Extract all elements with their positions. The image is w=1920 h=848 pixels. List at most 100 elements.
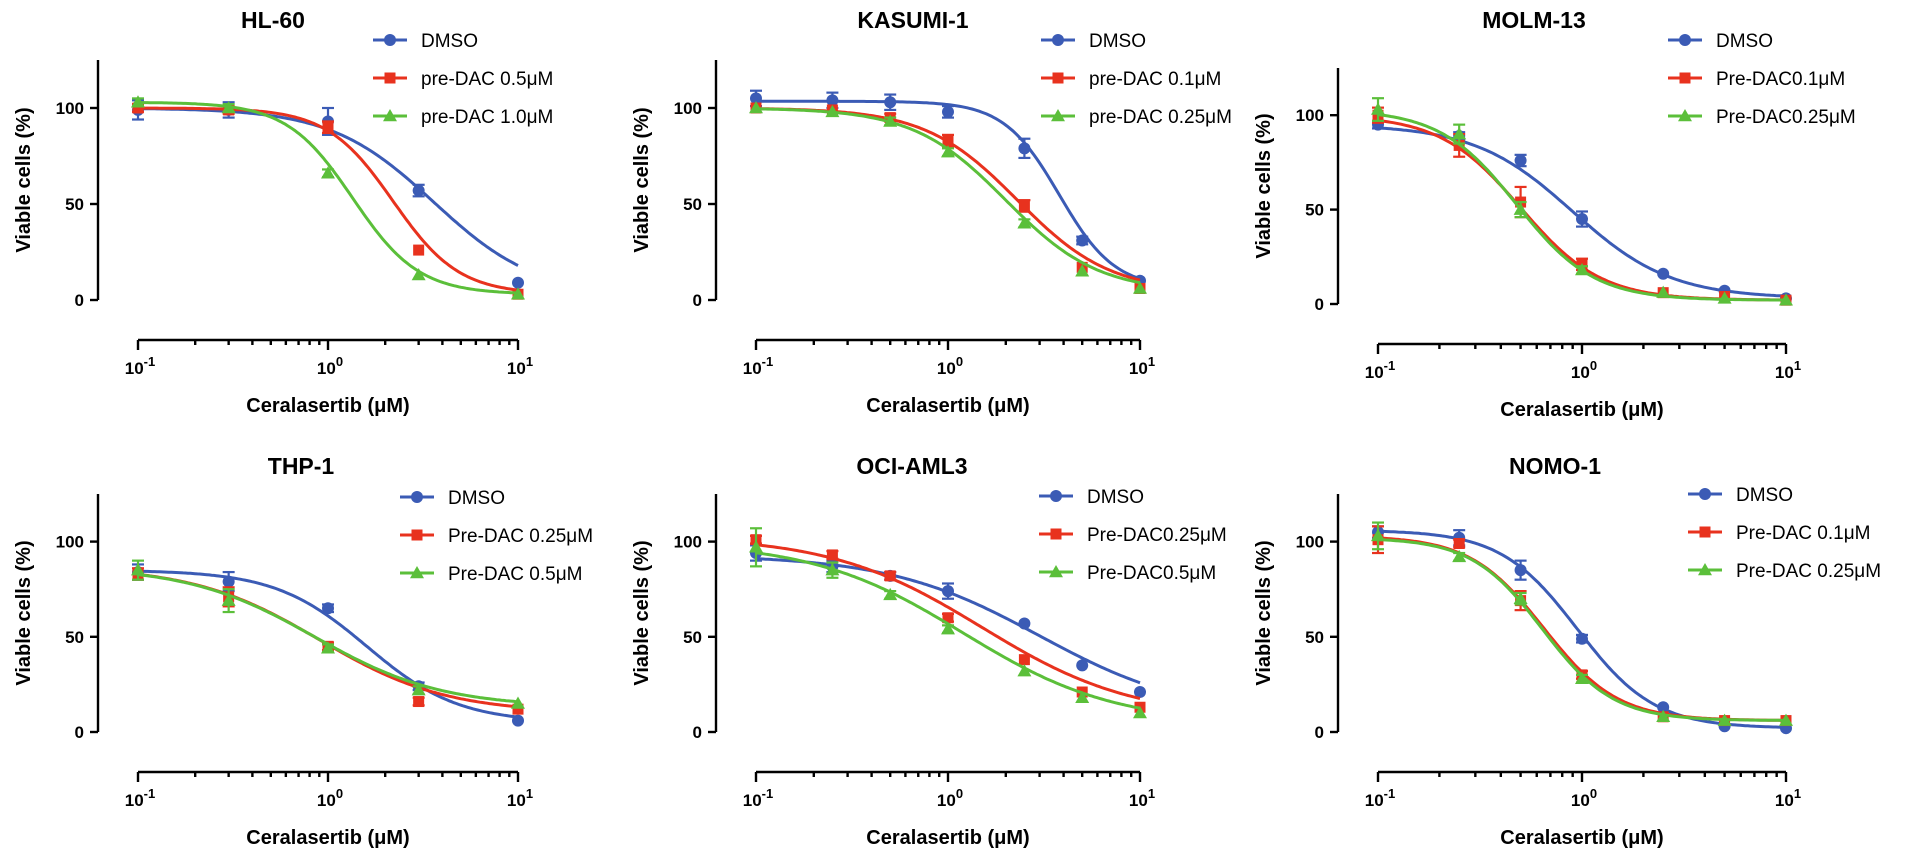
data-point <box>826 94 839 107</box>
chart-panel-1: HL-60 0 50 100 Viable cells (%) 10-1 100 101 Cer… <box>13 7 553 417</box>
data-point <box>1018 200 1030 212</box>
data-point <box>512 276 524 289</box>
chart-title: HL-60 <box>241 7 305 33</box>
data-point <box>942 105 954 118</box>
y-tick-label: 100 <box>1296 533 1324 552</box>
chart-panel-4: THP-1 0 50 100 Viable cells (%) 10-1 100 101 Cer… <box>13 453 593 848</box>
data-point <box>222 575 235 588</box>
data-point <box>413 244 425 256</box>
legend-marker <box>1678 109 1692 122</box>
x-axis-label: Ceralasertib (μM) <box>246 827 409 848</box>
data-point <box>1514 154 1527 167</box>
data-point <box>511 287 525 300</box>
chart-title: MOLM-13 <box>1482 7 1586 33</box>
legend-label: DMSO <box>1089 31 1146 52</box>
series-high <box>1371 521 1793 726</box>
data-point <box>411 683 426 696</box>
y-tick-label: 100 <box>674 533 702 552</box>
x-tick-label: 100 <box>317 354 343 378</box>
legend: DMSO pre-DAC 0.1μM pre-DAC 0.25μM <box>1041 31 1232 128</box>
x-axis-label: Ceralasertib (μM) <box>1500 827 1663 848</box>
data-point <box>884 570 896 582</box>
x-tick-label: 100 <box>1571 358 1597 382</box>
chart-title: NOMO-1 <box>1509 453 1601 479</box>
x-tick-label: 100 <box>1571 786 1597 810</box>
chart-title: OCI-AML3 <box>856 453 967 479</box>
legend-marker <box>1052 72 1064 84</box>
chart-panel-3: MOLM-13 0 50 100 Viable cells (%) 10-1 100 101 C… <box>1253 7 1856 421</box>
data-point <box>1513 202 1528 215</box>
y-tick-label: 50 <box>65 195 84 214</box>
chart-title: THP-1 <box>268 453 335 479</box>
data-point <box>884 96 897 109</box>
data-point <box>321 166 335 179</box>
chart-panel-6: NOMO-1 0 50 100 Viable cells (%) 10-1 100 101 Ce… <box>1253 453 1881 848</box>
series-high <box>131 95 525 300</box>
legend-label: Pre-DAC 0.25μM <box>448 526 593 547</box>
data-point <box>131 95 145 108</box>
data-point <box>512 714 524 727</box>
data-point <box>1575 263 1589 276</box>
data-point <box>826 549 838 561</box>
data-point <box>1657 701 1670 714</box>
series-high <box>1371 97 1793 306</box>
data-point <box>413 696 425 708</box>
data-point <box>1575 671 1589 684</box>
legend-marker <box>411 529 423 541</box>
data-point <box>1017 664 1032 677</box>
data-point <box>942 135 954 147</box>
data-point <box>1576 213 1588 226</box>
y-tick-label: 50 <box>1305 201 1324 220</box>
chart-panel-2: KASUMI-1 0 50 100 Viable cells (%) 10-1 100 101… <box>631 7 1232 417</box>
fit-curve <box>138 101 519 295</box>
x-tick-label: 101 <box>1775 786 1801 810</box>
legend-marker <box>1679 72 1691 84</box>
series-dmso <box>1372 118 1792 305</box>
fit-curve <box>138 569 519 719</box>
y-tick-label: 100 <box>674 99 702 118</box>
legend-label: Pre-DAC0.25μM <box>1716 107 1856 128</box>
data-point <box>221 593 236 606</box>
data-point <box>749 101 763 114</box>
y-axis-label: Viable cells (%) <box>631 107 653 252</box>
data-point <box>411 268 426 281</box>
data-point <box>825 104 840 118</box>
x-tick-label: 101 <box>507 354 533 378</box>
y-axis-label: Viable cells (%) <box>631 540 653 685</box>
data-point <box>1076 659 1089 672</box>
data-point <box>131 563 145 576</box>
data-point <box>1513 591 1528 604</box>
data-point <box>321 641 335 654</box>
legend-marker <box>1052 34 1064 46</box>
y-tick-label: 0 <box>75 291 84 310</box>
legend: DMSO Pre-DAC 0.1μM Pre-DAC 0.25μM <box>1688 485 1881 582</box>
y-axis-label: Viable cells (%) <box>13 107 35 252</box>
legend-marker <box>1679 34 1691 46</box>
legend-marker <box>1049 565 1063 578</box>
legend-label: pre-DAC 0.25μM <box>1089 107 1232 128</box>
x-tick-label: 10-1 <box>125 354 155 378</box>
legend: DMSO pre-DAC 0.5μM pre-DAC 1.0μM <box>373 31 553 128</box>
legend-marker <box>384 72 396 84</box>
data-point <box>1452 127 1467 140</box>
legend-label: DMSO <box>448 488 505 509</box>
legend-marker <box>1699 526 1711 538</box>
data-point <box>1452 549 1467 563</box>
y-axis-label: Viable cells (%) <box>13 540 35 685</box>
series-dmso <box>1372 525 1792 735</box>
series-low <box>132 102 524 300</box>
legend-marker <box>411 491 423 503</box>
data-point <box>412 184 425 197</box>
y-tick-label: 100 <box>1296 106 1324 125</box>
data-point <box>1018 654 1030 666</box>
legend-marker <box>410 566 424 579</box>
legend: DMSO Pre-DAC0.1μM Pre-DAC0.25μM <box>1668 31 1856 128</box>
data-point <box>1656 285 1671 298</box>
data-point <box>1017 216 1032 229</box>
fit-curve <box>756 99 1141 281</box>
fit-curve <box>1377 538 1786 722</box>
data-point <box>941 145 955 158</box>
legend-marker <box>1050 490 1062 502</box>
data-point <box>1018 617 1031 630</box>
